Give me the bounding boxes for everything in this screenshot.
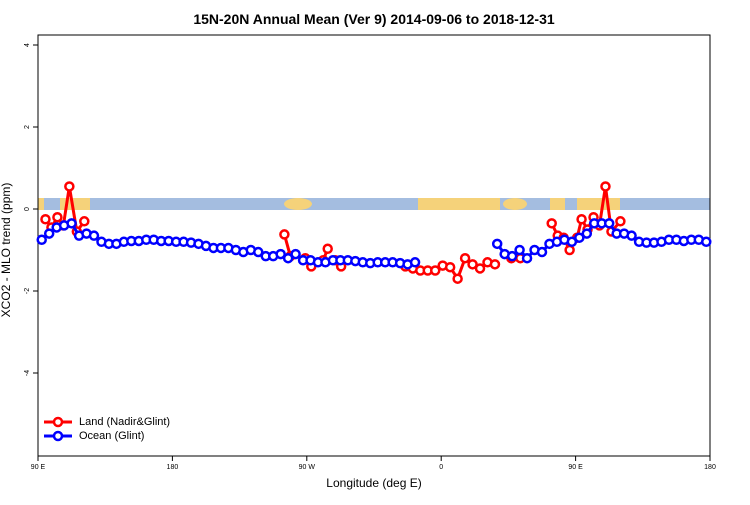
legend-label: Land (Nadir&Glint) bbox=[79, 416, 170, 428]
y-tick-label: 0 bbox=[24, 207, 31, 211]
data-point bbox=[40, 214, 51, 225]
data-point bbox=[88, 230, 100, 241]
data-point bbox=[474, 263, 486, 274]
plot-frame bbox=[37, 34, 711, 457]
data-point bbox=[514, 244, 525, 256]
data-point bbox=[564, 244, 575, 256]
data-point bbox=[43, 228, 55, 239]
data-point bbox=[600, 181, 611, 192]
y-tick-label: 2 bbox=[24, 125, 31, 129]
data-point bbox=[603, 218, 615, 229]
x-tick-label: 0 bbox=[439, 464, 443, 471]
y-tick-label: -2 bbox=[24, 288, 31, 294]
data-point bbox=[64, 181, 75, 192]
data-point bbox=[701, 236, 712, 248]
chart-title: 15N-20N Annual Mean (Ver 9) 2014-09-06 t… bbox=[193, 11, 555, 27]
data-point bbox=[66, 218, 77, 229]
x-tick-label: 180 bbox=[167, 464, 179, 471]
data-point bbox=[536, 246, 548, 258]
data-point bbox=[36, 234, 47, 245]
land-patch bbox=[284, 198, 312, 210]
data-point bbox=[566, 236, 578, 248]
data-point bbox=[52, 211, 63, 223]
data-point bbox=[79, 216, 90, 227]
data-point bbox=[546, 218, 557, 229]
data-point bbox=[290, 248, 301, 260]
y-tick-label: 4 bbox=[24, 43, 31, 47]
ocean-band bbox=[38, 198, 710, 210]
data-point bbox=[489, 259, 501, 270]
x-tick-label: 180 bbox=[704, 464, 716, 471]
y-axis-label: XCO2 - MLO trend (ppm) bbox=[0, 183, 13, 318]
land-patch bbox=[418, 198, 500, 210]
data-point bbox=[279, 229, 290, 240]
data-point bbox=[409, 257, 421, 268]
x-tick-label: 90 W bbox=[299, 464, 316, 471]
data-point bbox=[429, 265, 441, 276]
land-patch bbox=[60, 198, 90, 210]
legend-marker bbox=[52, 430, 64, 442]
x-tick-label: 90 E bbox=[31, 464, 46, 471]
ocean-patch bbox=[565, 198, 577, 210]
legend-marker bbox=[52, 416, 64, 428]
data-point bbox=[467, 259, 478, 270]
x-tick-label: 90 E bbox=[568, 464, 583, 471]
data-point bbox=[574, 232, 585, 243]
land-patch bbox=[38, 198, 44, 210]
data-point bbox=[615, 216, 626, 227]
data-point bbox=[576, 214, 587, 225]
data-point bbox=[253, 246, 264, 258]
data-point bbox=[491, 238, 503, 250]
data-point bbox=[282, 252, 294, 264]
data-point bbox=[275, 248, 286, 260]
y-tick-label: -4 bbox=[24, 370, 31, 376]
data-point bbox=[459, 252, 471, 264]
data-point bbox=[322, 243, 333, 255]
legend-label: Ocean (Glint) bbox=[79, 430, 144, 442]
data-point bbox=[626, 230, 637, 241]
data-point bbox=[581, 228, 593, 239]
x-axis-label: Longitude (deg E) bbox=[326, 476, 421, 490]
data-point bbox=[444, 261, 456, 273]
land-patch bbox=[503, 198, 527, 210]
data-point bbox=[521, 252, 533, 264]
data-point bbox=[506, 250, 518, 262]
data-point bbox=[452, 273, 463, 284]
